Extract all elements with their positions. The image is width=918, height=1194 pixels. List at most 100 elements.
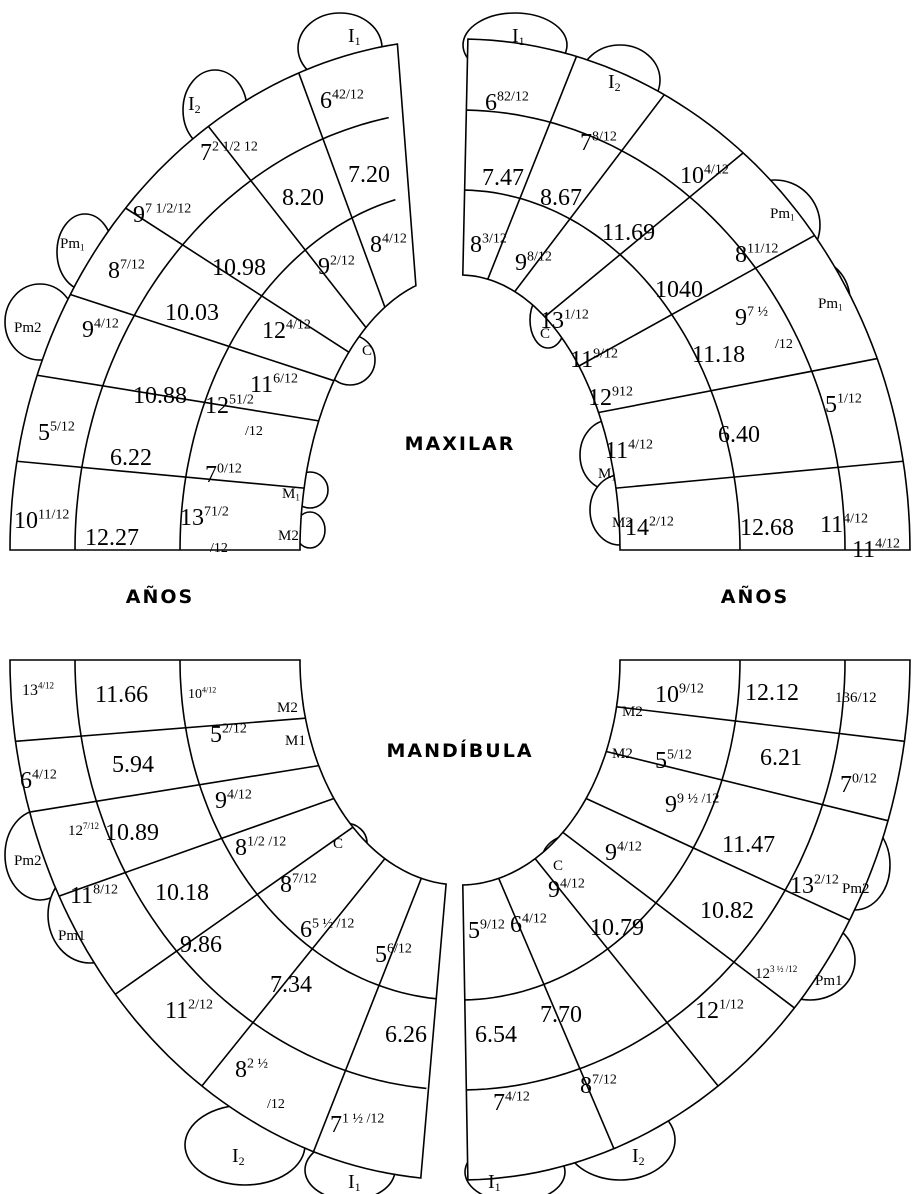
eruption-age: 10.98 (212, 255, 266, 281)
label-text: M2 (612, 746, 633, 762)
subscript: 2 (239, 1154, 245, 1168)
label-base: 8 (235, 835, 247, 861)
subscript: 1 (495, 1180, 501, 1194)
superscript: 3 ½ /12 (770, 964, 797, 974)
label-base: 9 (548, 877, 560, 903)
label-base: 11 (820, 512, 843, 538)
superscript: 2/12 (188, 997, 213, 1012)
eruption-age: 114/12 (852, 536, 900, 563)
label-text: 7.47 (482, 165, 524, 191)
label-base: 8 (370, 232, 382, 258)
superscript: 7 1/2/12 (145, 201, 191, 216)
superscript: 7/12 (592, 1072, 617, 1087)
superscript: 4/12 (617, 839, 642, 854)
label-base: I (188, 93, 195, 115)
eruption-age: 6.26 (385, 1022, 427, 1048)
superscript: 6/12 (387, 941, 412, 956)
tooth-label: Pm1 (58, 928, 86, 944)
superscript: 4/12 (94, 316, 119, 331)
tooth-label: C (540, 326, 550, 342)
eruption-age: 11.69 (602, 220, 655, 246)
superscript: 11/12 (747, 241, 778, 256)
superscript: 4/12 (843, 511, 868, 526)
page: { "maxilar": { "title": "MAXILAR", "uppe… (0, 0, 918, 1194)
label-text: 10.88 (133, 383, 187, 409)
label-text: 1040 (655, 277, 703, 303)
superscript: 1/12 (564, 307, 589, 322)
superscript: 2/12 (222, 721, 247, 736)
label-base: 7 (205, 462, 217, 488)
label-text: C (540, 326, 550, 342)
superscript: 4/12 (505, 1089, 530, 1104)
superscript: 9 ½ /12 (677, 791, 719, 806)
eruption-age: 5.94 (112, 752, 154, 778)
label-base: I (348, 25, 355, 47)
label-base: 13 (180, 505, 204, 531)
superscript: 0/12 (852, 771, 877, 786)
label-base: 6 (300, 917, 312, 943)
label-text: M2 (612, 515, 633, 531)
superscript: 4/12 (32, 767, 57, 782)
label-base: 11 (605, 438, 628, 464)
subscript: 2 (195, 102, 201, 116)
superscript: 1/2 /12 (247, 834, 286, 849)
superscript-continued: /12 (245, 424, 263, 439)
dental-diagram: MAXILAR AÑOS AÑOS MANDÍBULA 642/1272 1/2… (0, 0, 918, 1194)
label-text: Pm2 (842, 881, 870, 897)
superscript: 5/12 (50, 419, 75, 434)
tooth-label: Pm2 (842, 881, 870, 897)
label-base: 7 (493, 1090, 505, 1116)
label-base: 12 (205, 393, 229, 419)
label-base: 7 (330, 1112, 342, 1138)
label-text: M1 (285, 733, 306, 749)
tooth-label: M2 (612, 515, 633, 531)
label-base: 11 (570, 347, 593, 373)
label-text: M2 (278, 528, 299, 544)
superscript: 2/12 (330, 253, 355, 268)
label-base: 6 (320, 88, 332, 114)
label-base: 11 (70, 883, 93, 909)
label-text: Pm2 (14, 320, 42, 336)
label-base: 9 (133, 202, 145, 228)
label-base: 10 (14, 508, 38, 534)
eruption-age: 6.21 (760, 745, 802, 771)
tooth-label: M2 (612, 746, 633, 762)
eruption-age: 10.88 (133, 383, 187, 409)
label-base: I (632, 1145, 639, 1167)
label-text: 10.79 (590, 915, 644, 941)
superscript: 42/12 (332, 87, 364, 102)
label-base: 8 (580, 1073, 592, 1099)
label-base: 12 (695, 998, 719, 1024)
eruption-age: 11.18 (692, 342, 745, 368)
superscript: 8/12 (527, 249, 552, 264)
label-text: 5.94 (112, 752, 154, 778)
label-text: 6.54 (475, 1022, 517, 1048)
label-base: 8 (735, 242, 747, 268)
label-base: 5 (655, 748, 667, 774)
label-base: 9 (605, 840, 617, 866)
superscript: 7 ½ (747, 304, 768, 319)
subscript: 1 (80, 242, 85, 252)
eruption-age: 7.70 (540, 1002, 582, 1028)
superscript: 4/12 (227, 787, 252, 802)
label-text: 7.20 (348, 162, 390, 188)
maxilar-title: MAXILAR (405, 433, 516, 455)
label-base: 9 (515, 250, 527, 276)
superscript: 4/12 (628, 437, 653, 452)
label-base: 12 (68, 823, 83, 839)
label-base: 10 (680, 163, 704, 189)
label-text: 10.82 (700, 898, 754, 924)
label-base: 12 (262, 318, 286, 344)
tooth-label: Pm2 (14, 853, 42, 869)
tooth-label: M2 (277, 700, 298, 716)
superscript-continued: /12 (267, 1097, 285, 1112)
label-text: 10.89 (105, 820, 159, 846)
tooth-label: M1 (285, 733, 306, 749)
superscript: 5/12 (667, 747, 692, 762)
label-base: 8 (470, 232, 482, 258)
label-text: 6.21 (760, 745, 802, 771)
subscript: 1 (295, 492, 300, 502)
tooth-label: M2 (278, 528, 299, 544)
label-base: 12 (755, 966, 770, 982)
subscript: 1 (838, 302, 843, 312)
